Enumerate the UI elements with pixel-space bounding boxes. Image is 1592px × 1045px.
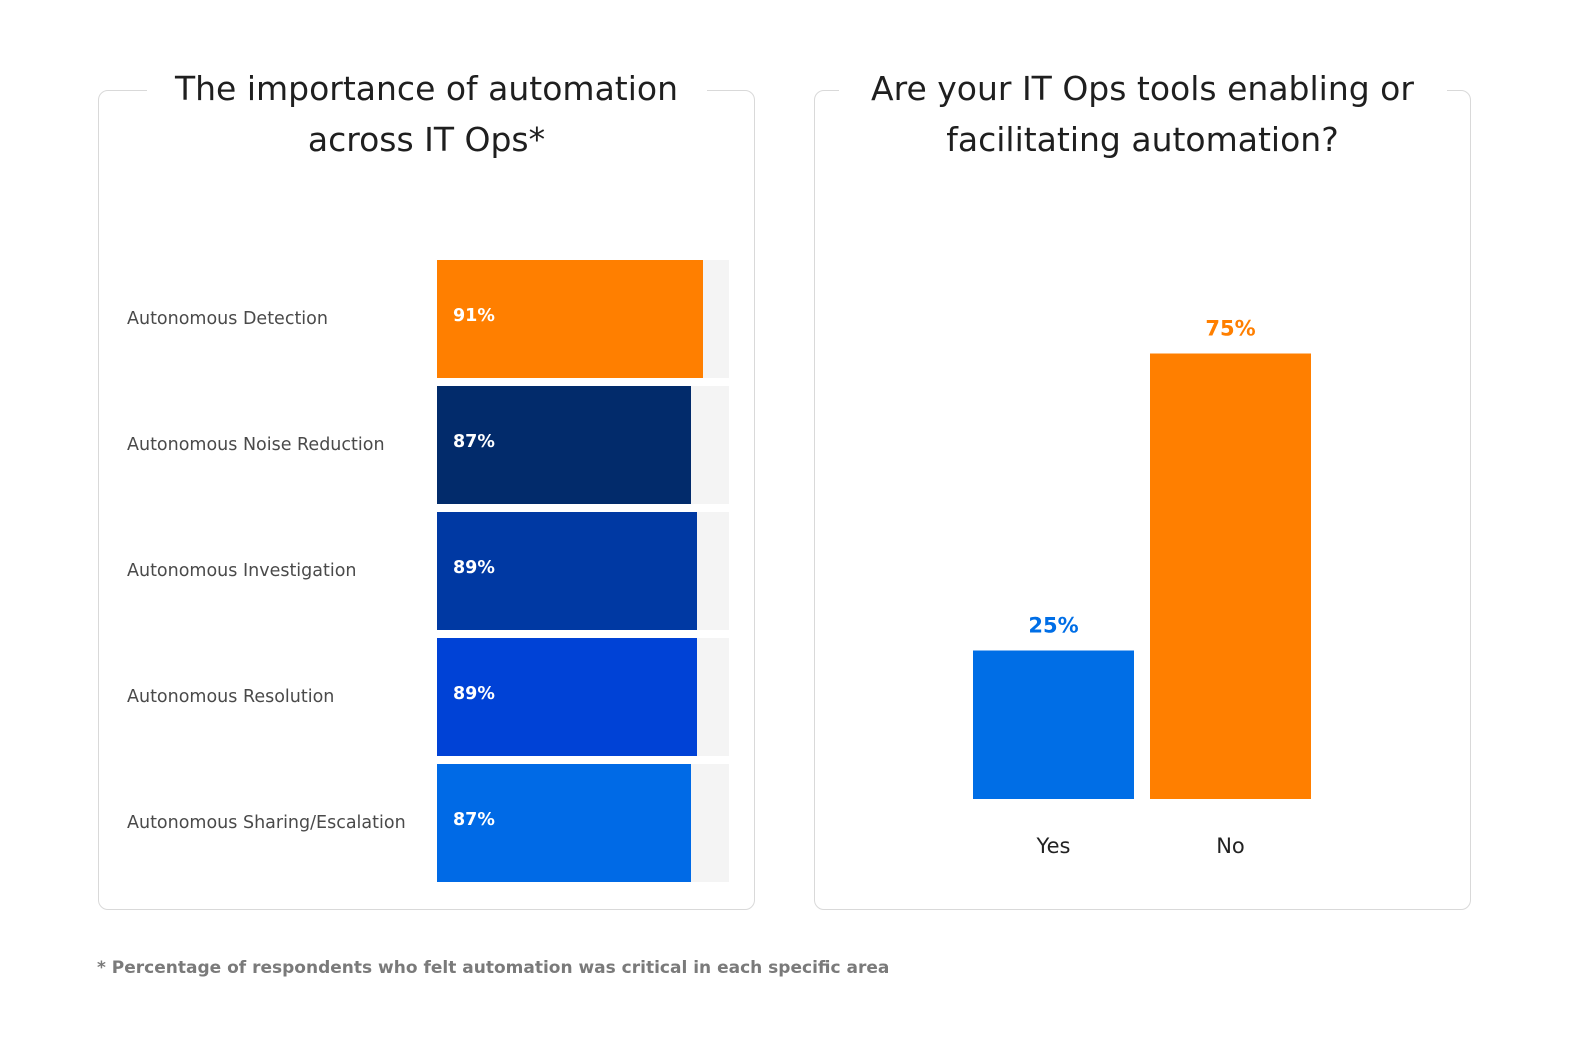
category-label: Yes bbox=[1036, 834, 1071, 858]
bar-row: Autonomous Investigation 89% bbox=[99, 512, 756, 630]
importance-chart-title-line-2: across IT Ops* bbox=[307, 120, 546, 159]
bar-value-label: 87% bbox=[453, 432, 495, 452]
bar-row: Autonomous Sharing/Escalation 87% bbox=[99, 764, 756, 882]
tools-chart-svg: 25% Yes 75% No bbox=[973, 317, 1311, 858]
bar-row: Autonomous Noise Reduction 87% bbox=[99, 386, 756, 504]
bar-track: 89% bbox=[437, 638, 729, 756]
bar-value-label: 25% bbox=[1028, 614, 1078, 638]
bar: 89% bbox=[437, 512, 697, 630]
bar-row: Autonomous Resolution 89% bbox=[99, 638, 756, 756]
bar-track: 89% bbox=[437, 512, 729, 630]
bar-row: Autonomous Detection 91% bbox=[99, 260, 756, 378]
importance-chart-title: The importance of automation across IT O… bbox=[146, 63, 707, 165]
bar: 91% bbox=[437, 260, 703, 378]
bar-value-label: 89% bbox=[453, 558, 495, 578]
bar-value-label: 89% bbox=[453, 684, 495, 704]
category-label: Autonomous Resolution bbox=[127, 687, 335, 707]
category-label: Autonomous Noise Reduction bbox=[127, 435, 385, 455]
tools-chart-panel: Are your IT Ops tools enabling or facili… bbox=[814, 63, 1471, 910]
category-label: Autonomous Sharing/Escalation bbox=[127, 813, 406, 833]
bar: 89% bbox=[437, 638, 697, 756]
bar-track: 91% bbox=[437, 260, 729, 378]
bar: 87% bbox=[437, 386, 692, 504]
tools-chart-title-line-1: Are your IT Ops tools enabling or bbox=[871, 69, 1414, 108]
bar bbox=[973, 650, 1134, 799]
importance-chart-title-line-1: The importance of automation bbox=[174, 69, 679, 108]
bar-track: 87% bbox=[437, 764, 729, 882]
bar-value-label: 87% bbox=[453, 810, 495, 830]
category-label: Autonomous Detection bbox=[127, 309, 328, 329]
tools-chart-title-line-2: facilitating automation? bbox=[946, 120, 1339, 159]
category-label: No bbox=[1216, 834, 1245, 858]
footnote: * Percentage of respondents who felt aut… bbox=[97, 958, 890, 978]
bar-track: 87% bbox=[437, 386, 729, 504]
bar-value-label: 91% bbox=[453, 306, 495, 326]
category-label: Autonomous Investigation bbox=[127, 561, 357, 581]
importance-chart-panel: The importance of automation across IT O… bbox=[98, 63, 756, 910]
bar-value-label: 75% bbox=[1205, 317, 1255, 341]
bar bbox=[1150, 353, 1311, 799]
bar: 87% bbox=[437, 764, 692, 882]
tools-chart-title: Are your IT Ops tools enabling or facili… bbox=[838, 63, 1447, 165]
